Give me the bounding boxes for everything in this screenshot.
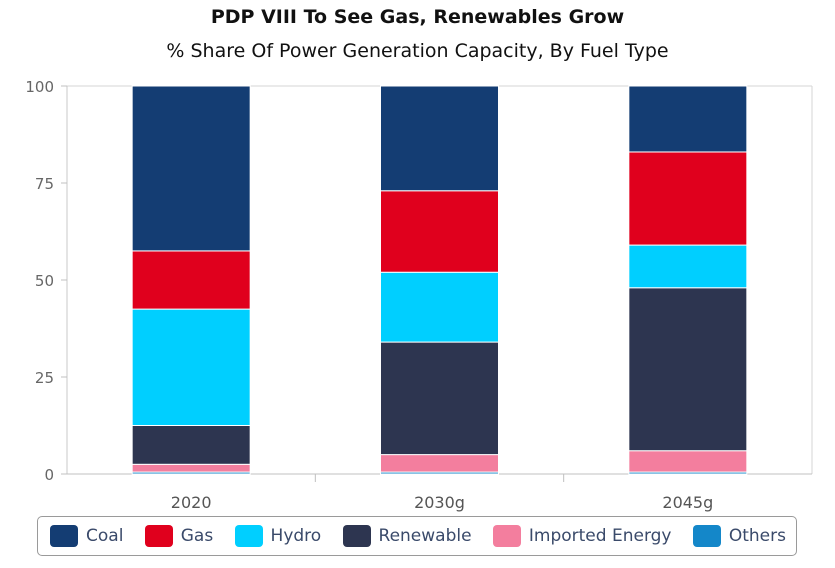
y-tick-label-25: 25	[35, 369, 54, 387]
legend-swatch	[492, 525, 521, 547]
legend-label: Renewable	[378, 526, 472, 546]
bar-2030g-imported-energy	[380, 454, 499, 473]
legend-swatch	[342, 525, 371, 547]
bar-2045g-hydro	[628, 244, 748, 289]
bar-2030g-coal	[380, 85, 499, 192]
bar-2020-imported-energy	[131, 463, 251, 473]
bar-2020-gas	[131, 250, 251, 310]
y-tick-label-100: 100	[25, 78, 54, 96]
legend-swatch	[50, 525, 78, 547]
legend-item-gas[interactable]: Gas	[144, 525, 214, 547]
chart-legend: Coal Gas Hydro Renewable Imported Energy Othe…	[37, 516, 797, 556]
chart-title: PDP VIII To See Gas, Renewables Grow	[210, 6, 625, 28]
legend-swatch	[692, 525, 721, 547]
bar-2020-coal	[131, 85, 251, 252]
legend-item-imported-energy[interactable]: Imported Energy	[492, 525, 672, 547]
legend-swatch	[234, 525, 263, 547]
legend-label: Imported Energy	[528, 526, 672, 546]
bar-2030g-renewable	[380, 341, 499, 456]
x-tick-label-2045g: 2045g	[662, 493, 713, 512]
bar-2045g-gas	[628, 151, 748, 246]
legend-label: Coal	[86, 526, 124, 546]
legend-label: Others	[728, 526, 786, 546]
legend-label: Gas	[180, 526, 214, 546]
legend-label: Hydro	[270, 526, 322, 546]
y-tick-label-75: 75	[35, 175, 54, 193]
bar-2045g-imported-energy	[628, 450, 748, 473]
bar-2045g-coal	[628, 85, 748, 153]
legend-item-renewable[interactable]: Renewable	[342, 525, 472, 547]
legend-item-coal[interactable]: Coal	[50, 525, 123, 547]
legend-item-others[interactable]: Others	[692, 525, 786, 547]
chart-subtitle: % Share Of Power Generation Capacity, By…	[166, 40, 669, 62]
bar-2020-hydro	[131, 308, 251, 427]
legend-item-hydro[interactable]: Hydro	[234, 525, 322, 547]
legend-swatch	[144, 525, 173, 547]
bar-2030g-gas	[380, 190, 499, 273]
bar-2030g-hydro	[380, 271, 499, 343]
bar-2020-renewable	[131, 425, 251, 465]
x-tick-label-2020: 2020	[171, 493, 212, 512]
y-tick-label-50: 50	[35, 272, 54, 290]
x-tick-label-2030g: 2030g	[414, 493, 465, 512]
bar-2045g-renewable	[628, 287, 748, 452]
y-tick-label-0: 0	[44, 466, 54, 484]
